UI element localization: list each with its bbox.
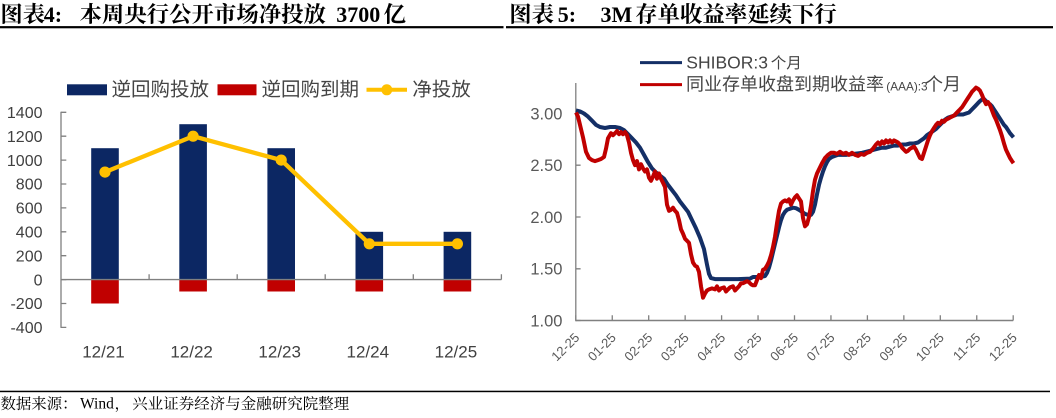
svg-text:-400: -400: [10, 320, 42, 337]
svg-text:2.00: 2.00: [530, 209, 562, 227]
svg-text:1000: 1000: [7, 153, 43, 170]
svg-text:06-25: 06-25: [767, 330, 801, 364]
svg-text:12-25: 12-25: [986, 330, 1020, 364]
svg-text:2.50: 2.50: [530, 157, 562, 175]
svg-text:12/21: 12/21: [82, 343, 125, 362]
svg-text:200: 200: [16, 248, 43, 265]
svg-text:3M: 3M: [601, 2, 633, 27]
svg-text:3.00: 3.00: [530, 105, 562, 123]
svg-text:400: 400: [16, 225, 43, 242]
svg-text:SHIBOR:3: SHIBOR:3: [686, 52, 768, 72]
svg-text:3700: 3700: [336, 2, 380, 27]
svg-text:09-25: 09-25: [876, 330, 910, 364]
svg-text:-200: -200: [10, 296, 42, 313]
svg-text:1.50: 1.50: [530, 261, 562, 279]
svg-text:02-25: 02-25: [621, 330, 655, 364]
svg-text:07-25: 07-25: [804, 330, 838, 364]
svg-text:0: 0: [34, 272, 43, 289]
svg-text:04-25: 04-25: [694, 330, 728, 364]
svg-text:12/25: 12/25: [435, 343, 478, 362]
svg-text:800: 800: [16, 177, 43, 194]
svg-text:08-25: 08-25: [840, 330, 874, 364]
svg-text:12/22: 12/22: [170, 343, 213, 362]
svg-text:(AAA):3: (AAA):3: [886, 79, 928, 93]
svg-text:10-25: 10-25: [913, 330, 947, 364]
svg-text:5:: 5:: [558, 2, 576, 27]
svg-text:03-25: 03-25: [658, 330, 692, 364]
svg-text:4:: 4:: [44, 2, 62, 27]
svg-text:12-25: 12-25: [548, 330, 582, 364]
svg-text:05-25: 05-25: [731, 330, 765, 364]
svg-text:12/24: 12/24: [347, 343, 390, 362]
svg-text:12/23: 12/23: [258, 343, 301, 362]
svg-text:Wind: Wind: [80, 396, 114, 413]
svg-text:11-25: 11-25: [950, 330, 983, 363]
svg-text:1200: 1200: [7, 129, 43, 146]
svg-text:01-25: 01-25: [585, 330, 619, 364]
svg-text:600: 600: [16, 201, 43, 218]
svg-text:1.00: 1.00: [530, 312, 562, 330]
svg-text:1400: 1400: [7, 105, 43, 122]
